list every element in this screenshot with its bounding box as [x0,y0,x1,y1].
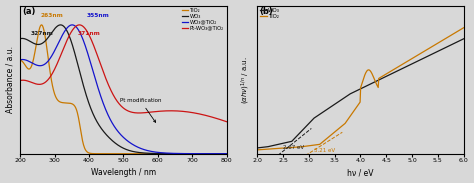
Text: 371nm: 371nm [78,31,100,36]
Y-axis label: Absorbance / a.u.: Absorbance / a.u. [6,46,15,113]
Text: Pt modification: Pt modification [120,98,161,122]
Legend: TiO₂, WO₃, WO₃@TiO₂, Pt-WO₃@TiO₂: TiO₂, WO₃, WO₃@TiO₂, Pt-WO₃@TiO₂ [182,8,224,31]
Text: 2.67 eV: 2.67 eV [283,145,304,150]
Legend: WO₃, TiO₂: WO₃, TiO₂ [260,8,280,19]
Text: 327nm: 327nm [30,31,53,36]
Text: 263nm: 263nm [41,13,64,18]
X-axis label: hν / eV: hν / eV [347,168,374,178]
Text: 3.21 eV: 3.21 eV [314,148,335,153]
Y-axis label: $(\alpha h\nu)^{1/n}$ / a.u.: $(\alpha h\nu)^{1/n}$ / a.u. [239,56,252,104]
X-axis label: Wavelength / nm: Wavelength / nm [91,168,156,178]
Text: (b): (b) [259,8,273,16]
Text: (a): (a) [22,8,36,16]
Text: 355nm: 355nm [86,13,109,18]
